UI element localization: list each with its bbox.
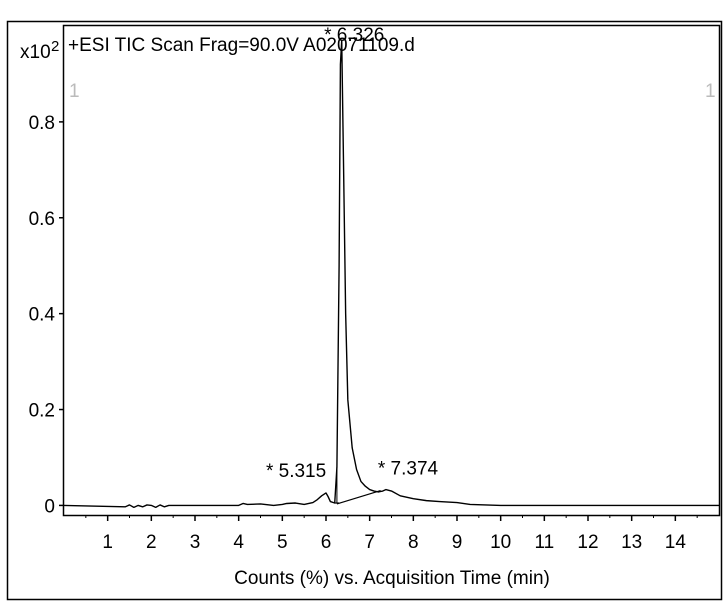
y-tick-label: 0.4 [29,305,56,326]
x-tick-label: 11 [534,532,554,553]
peak-label: * 7.374 [378,459,439,480]
x-tick-label: 13 [621,532,642,553]
right-edge-marker: 1 [705,81,716,102]
x-tick-label: 8 [408,532,419,553]
x-tick-label: 6 [321,532,332,553]
series-group [63,39,719,509]
x-tick-label: 12 [577,532,598,553]
y-axis: 0 0.2 0.4 0.6 0.8 [29,113,64,517]
y-scale-prefix: x10 [20,42,51,63]
peak-label: * 6.326 [324,25,384,46]
x-tick-label: 5 [277,532,288,553]
chart-outer-frame [6,20,723,601]
x-tick-label: 2 [146,532,157,553]
x-tick-label: 3 [190,532,201,553]
left-edge-marker: 1 [69,81,80,102]
y-tick-label: 0.6 [29,209,55,230]
peak-label: * 5.315 [266,461,326,482]
x-tick-label: 10 [490,532,511,553]
y-tick-label: 0.8 [29,113,55,134]
chart-title: +ESI TIC Scan Frag=90.0V A02071109.d [68,35,415,56]
baseline-segment [336,489,381,505]
peak-annotations: * 5.315 * 6.326 * 7.374 [266,25,439,482]
series-line [63,39,719,509]
y-tick-label: 0.2 [29,401,55,422]
x-tick-label: 1 [102,532,113,553]
x-tick-label: 14 [665,532,687,553]
x-tick-label: 4 [233,532,244,553]
x-axis: 1 2 3 4 5 6 7 8 9 10 11 12 13 14 [85,515,698,553]
x-axis-label: Counts (%) vs. Acquisition Time (min) [234,568,550,589]
y-scale-exponent: 2 [51,38,59,55]
y-tick-label: 0 [44,496,55,517]
x-tick-label: 7 [364,532,375,553]
x-tick-label: 9 [452,532,463,553]
